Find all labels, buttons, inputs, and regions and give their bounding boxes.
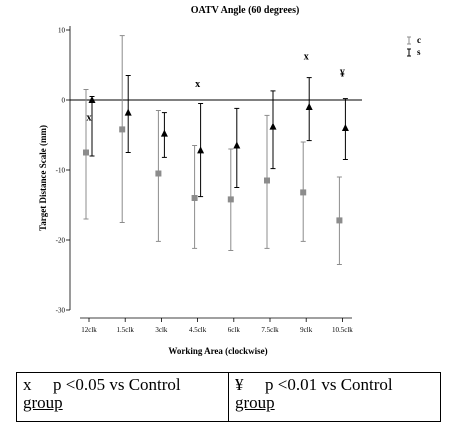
x-tick-label: 6clk bbox=[228, 326, 241, 334]
y-tick-label: -10 bbox=[56, 167, 66, 175]
data-point-c bbox=[264, 177, 270, 184]
y-axis-label: Target Distance Scale (mm) bbox=[38, 125, 48, 231]
footnote-right-text2: group bbox=[235, 393, 275, 412]
y-tick-label: 10 bbox=[58, 27, 66, 35]
data-point-c bbox=[336, 217, 343, 224]
y-tick-label: -20 bbox=[56, 237, 66, 245]
data-point-c bbox=[119, 126, 126, 133]
significance-marker: ¥ bbox=[340, 68, 345, 79]
x-tick-label: 4.5clk bbox=[189, 326, 207, 334]
y-axis: 10 0 -10 -20 -30 bbox=[56, 26, 71, 315]
data-point-c bbox=[191, 195, 198, 201]
footnote-left-text: p <0.05 vs Control bbox=[53, 375, 181, 394]
x-tick-label: 12clk bbox=[81, 326, 97, 334]
footnote-cell-right: ¥ p <0.01 vs Control group bbox=[228, 372, 441, 422]
x-tick-label: 7.5clk bbox=[261, 326, 279, 334]
y-tick-label: -30 bbox=[56, 307, 66, 315]
significance-marker: x bbox=[87, 113, 92, 124]
series-c bbox=[83, 35, 343, 265]
x-axis-label: Working Area (clockwise) bbox=[168, 346, 267, 356]
footnote-right-mark: ¥ bbox=[235, 375, 244, 394]
data-point-s bbox=[341, 124, 349, 131]
x-tick-label: 10.5clk bbox=[332, 326, 353, 334]
footnote-left-text2: group bbox=[23, 393, 63, 412]
legend: cs bbox=[407, 35, 421, 57]
data-point-s bbox=[88, 96, 96, 103]
footnote-cell-left: x p <0.05 vs Control group bbox=[16, 372, 229, 422]
footnote-left-mark: x bbox=[23, 375, 32, 394]
footnote-table: x p <0.05 vs Control group ¥ p <0.01 vs Co… bbox=[16, 372, 441, 422]
chart: OATV Angle (60 degrees) 10 0 -10 -20 -30 12c… bbox=[38, 5, 421, 356]
data-point-c bbox=[83, 149, 89, 156]
x-tick-label: 3clk bbox=[155, 326, 168, 334]
x-tick-label: 9clk bbox=[300, 326, 313, 334]
data-point-c bbox=[300, 189, 307, 196]
x-axis: 12clk 1.5clk 3clk 4.5clk 6clk 7.5clk 9clk 10.5c… bbox=[80, 317, 353, 334]
data-point-s bbox=[233, 141, 241, 149]
data-point-s bbox=[160, 129, 168, 137]
data-point-s bbox=[269, 122, 277, 130]
data-point-s bbox=[124, 108, 132, 116]
data-point-c bbox=[155, 170, 162, 177]
footnote-right-text: p <0.01 vs Control bbox=[265, 375, 393, 394]
significance-marker: x bbox=[304, 52, 309, 63]
data-point-s bbox=[197, 146, 205, 154]
series-s bbox=[88, 75, 349, 198]
data-point-s bbox=[305, 103, 313, 110]
x-tick-label: 1.5clk bbox=[117, 326, 135, 334]
data-point-c bbox=[227, 196, 234, 203]
significance-marker: x bbox=[195, 79, 200, 90]
legend-label-s: s bbox=[417, 47, 421, 57]
y-tick-label: 0 bbox=[62, 97, 66, 105]
legend-label-c: c bbox=[417, 35, 421, 45]
significance-markers: x x x ¥ bbox=[87, 52, 345, 124]
chart-title: OATV Angle (60 degrees) bbox=[191, 5, 300, 16]
